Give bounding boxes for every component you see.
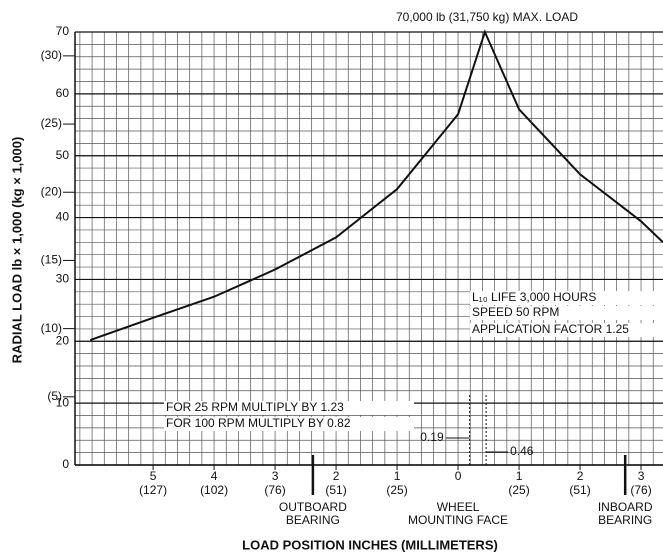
y2-tick-label: (15) <box>41 253 62 267</box>
annotation: APPLICATION FACTOR 1.25 <box>472 322 629 336</box>
y-tick-label: 30 <box>56 272 70 286</box>
reference-label: WHEEL <box>437 500 480 514</box>
y-tick-label: 40 <box>56 210 70 224</box>
x-tick-label: 3 <box>272 469 279 483</box>
offset-label: 0.19 <box>420 430 444 444</box>
annotation: FOR 100 RPM MULTIPLY BY 0.82 <box>166 416 351 430</box>
y2-tick-label: (20) <box>41 184 62 198</box>
x-tick-label: 4 <box>211 469 218 483</box>
reference-label: MOUNTING FACE <box>408 513 508 527</box>
reference-label: BEARING <box>286 513 340 527</box>
annotation-bg <box>164 401 414 415</box>
x-tick-mm-label: (51) <box>569 483 590 497</box>
y-axis-title: RADIAL LOAD lb × 1,000 (kg × 1,000) <box>9 137 24 364</box>
reference-label: INBOARD <box>598 500 653 514</box>
reference-label: OUTBOARD <box>279 500 347 514</box>
annotation-bg <box>164 417 414 431</box>
y2-tick-label: (5) <box>47 389 62 403</box>
x-tick-mm-label: (25) <box>508 483 529 497</box>
y2-tick-label: (30) <box>41 48 62 62</box>
y-tick-label: 70 <box>56 24 70 38</box>
annotation: 70,000 lb (31,750 kg) MAX. LOAD <box>396 10 578 24</box>
annotation-bg <box>470 306 663 320</box>
x-tick-label: 1 <box>516 469 523 483</box>
load-curve <box>89 29 663 341</box>
x-tick-label: 2 <box>333 469 340 483</box>
annotation: FOR 25 RPM MULTIPLY BY 1.23 <box>166 400 344 414</box>
x-tick-mm-label: (25) <box>386 483 407 497</box>
offset-label: 0.46 <box>510 444 534 458</box>
x-tick-label: 2 <box>577 469 584 483</box>
x-tick-mm-label: (127) <box>139 483 167 497</box>
y2-tick-label: (10) <box>41 321 62 335</box>
x-tick-mm-label: (102) <box>200 483 228 497</box>
y-tick-label: 50 <box>56 148 70 162</box>
y2-tick-label: (25) <box>41 116 62 130</box>
x-tick-label: 0 <box>455 469 462 483</box>
reference-label: BEARING <box>598 513 652 527</box>
annotation: SPEED 50 RPM <box>472 305 559 319</box>
x-tick-mm-label: (76) <box>264 483 285 497</box>
x-tick-mm-label: (51) <box>325 483 346 497</box>
x-axis-title: LOAD POSITION INCHES (MILLIMETERS) <box>242 537 498 552</box>
annotation-bg <box>470 323 663 337</box>
annotation-bg <box>362 11 612 25</box>
x-tick-label: 1 <box>394 469 401 483</box>
y-tick-label: 60 <box>56 86 70 100</box>
x-tick-label: 5 <box>150 469 157 483</box>
x-tick-label: 3 <box>638 469 645 483</box>
annotation-bg <box>470 291 663 305</box>
y-tick-label: 10 <box>56 395 70 409</box>
y-tick-label: 20 <box>56 333 70 347</box>
y-tick-label: 0 <box>62 457 69 471</box>
annotation: L₁₀ LIFE 3,000 HOURS <box>472 290 596 304</box>
x-tick-mm-label: (76) <box>630 483 651 497</box>
